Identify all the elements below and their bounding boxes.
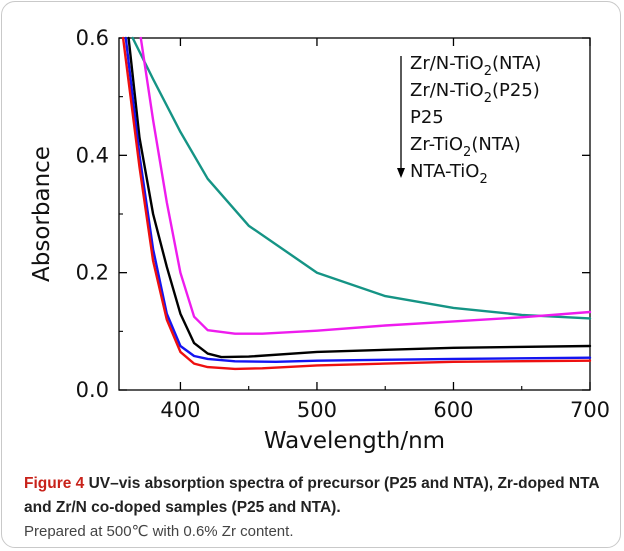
- legend-entry: Zr/N-TiO2(NTA): [410, 53, 541, 79]
- series-line-3: [127, 36, 592, 359]
- caption-title: UV–vis absorption spectra of precursor (…: [24, 475, 600, 516]
- x-tick-label: 700: [570, 398, 610, 422]
- series-line-2: [139, 36, 592, 335]
- y-tick-label: 0.4: [76, 143, 109, 167]
- legend-entry-name: P25: [410, 107, 444, 128]
- legend-entry-subscript: 2: [484, 64, 492, 79]
- series-line-5: [121, 36, 592, 371]
- data-series: [121, 36, 592, 371]
- legend-entry: Zr/N-TiO2(P25): [410, 80, 540, 106]
- legend-entry-name: Zr/N-TiO: [410, 53, 484, 74]
- y-tick-label: 0.0: [76, 378, 109, 402]
- legend-entry-name: Zr/N-TiO: [410, 80, 484, 101]
- x-axis-label: Wavelength/nm: [264, 428, 445, 454]
- legend-entry-name: NTA-TiO: [410, 161, 479, 182]
- axis-ticks: 400 500 600 700 0.0 0.2 0.4 0.6: [76, 26, 610, 422]
- x-tick-label: 600: [433, 398, 473, 422]
- figure-caption: Figure 4 UV–vis absorption spectra of pr…: [24, 472, 612, 544]
- legend-entry-name: Zr-TiO: [410, 134, 463, 155]
- x-tick-label: 500: [297, 398, 337, 422]
- series-line-4: [124, 36, 592, 363]
- legend-entry-subscript: 2: [463, 145, 471, 160]
- legend-entry: Zr-TiO2(NTA): [410, 134, 521, 160]
- y-axis-label: Absorbance: [29, 146, 55, 282]
- legend-entry-subscript: 2: [484, 91, 492, 106]
- caption-label: Figure 4: [24, 475, 85, 492]
- legend-entry: NTA-TiO2: [410, 161, 488, 187]
- legend-entry-subscript: 2: [479, 172, 487, 187]
- legend-entry-suffix: (NTA): [471, 134, 520, 155]
- legend: Zr/N-TiO2(NTA)Zr/N-TiO2(P25)P25Zr-TiO2(N…: [397, 53, 541, 187]
- legend-entry-suffix: (P25): [492, 80, 540, 101]
- caption-note: Prepared at 500℃ with 0.6% Zr content.: [24, 523, 294, 540]
- y-tick-label: 0.2: [76, 261, 109, 285]
- y-tick-label: 0.6: [76, 26, 109, 50]
- series-line-1: [131, 36, 592, 320]
- legend-arrow-head: [397, 168, 405, 178]
- legend-entry: P25: [410, 107, 444, 128]
- legend-entry-suffix: (NTA): [492, 53, 541, 74]
- x-tick-label: 400: [160, 398, 200, 422]
